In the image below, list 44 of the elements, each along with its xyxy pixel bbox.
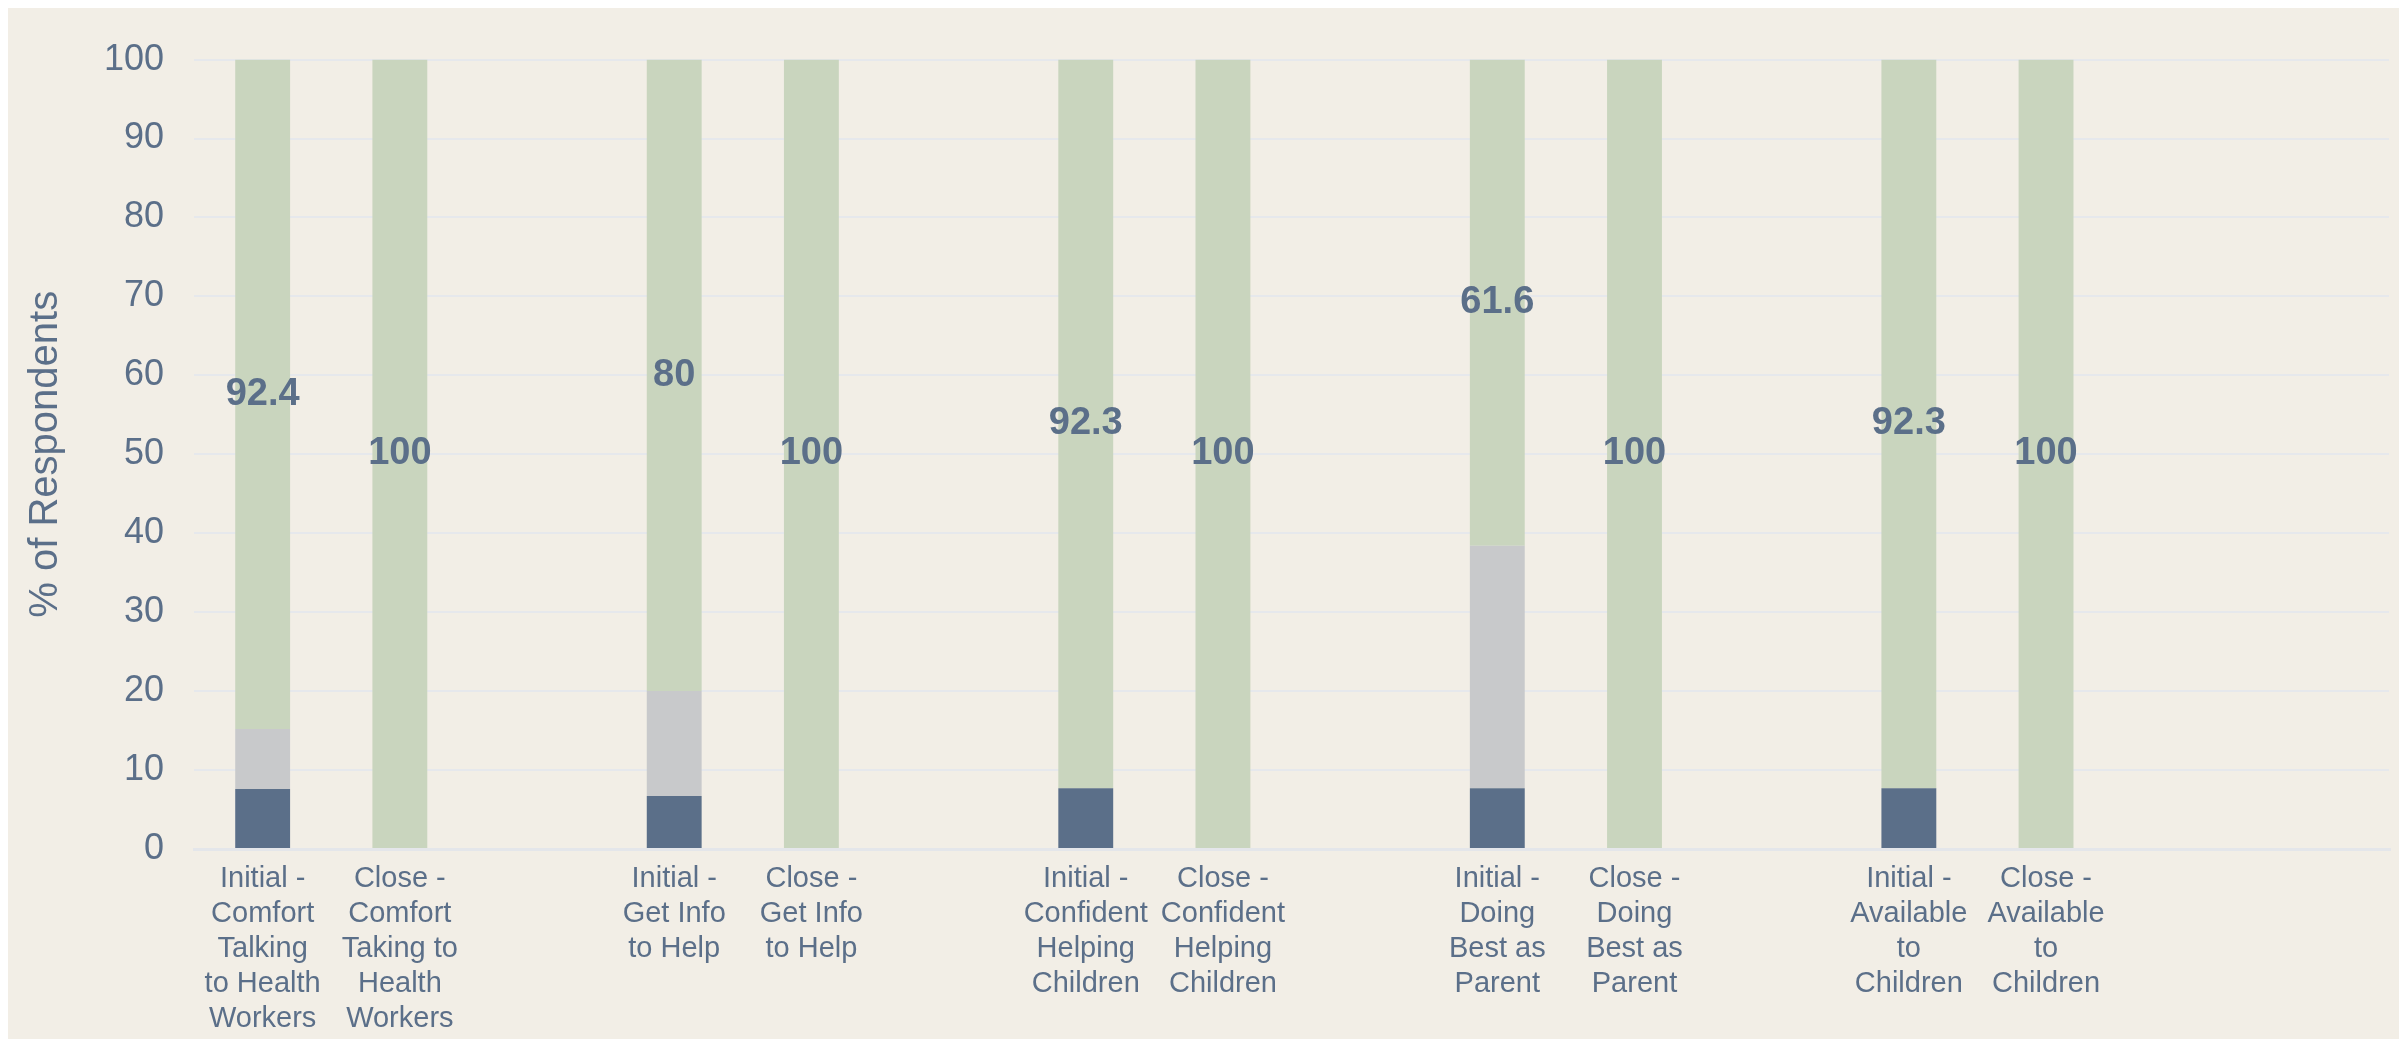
y-tick-label: 40 (124, 510, 165, 552)
bar (646, 796, 702, 848)
x-tick-label: Close - Doing Best as Parent (1586, 861, 1683, 998)
annotation: 92.4 (225, 370, 300, 413)
bar (646, 59, 702, 692)
y-tick-label: 60 (124, 352, 165, 394)
y-tick-label: 80 (124, 194, 165, 236)
x-tick-label: Initial - Comfort Talking to Health Workers (204, 861, 321, 1033)
bar (235, 729, 291, 790)
bar (1469, 788, 1525, 848)
bar (372, 59, 428, 848)
bar (1058, 788, 1114, 848)
y-tick-label: 30 (124, 589, 165, 631)
data-label: 100 (779, 430, 844, 473)
x-tick-label: Close - Available to Children (1987, 861, 2105, 998)
bar (235, 789, 291, 848)
data-label: 92.3 (1048, 400, 1123, 443)
x-tick-label: Initial - Doing Best as Parent (1448, 861, 1546, 998)
bar (2018, 59, 2074, 848)
y-tick-label: 70 (124, 273, 165, 315)
y-tick-label: 10 (124, 746, 165, 788)
y-tick-label: 100 (103, 36, 165, 78)
data-label: 100 (1191, 430, 1255, 473)
bar (646, 691, 702, 797)
x-tick-label: Close - Get Info to Help (759, 861, 863, 963)
x-tick-label: Initial - Available to Children (1850, 861, 1968, 998)
bar (1881, 788, 1937, 848)
y-tick-label: 90 (124, 115, 165, 157)
bar (1195, 59, 1251, 848)
data-label: 100 (1602, 430, 1667, 473)
y-tick-label: 20 (124, 668, 165, 710)
x-tick-label: Close - Comfort Taking to Health Workers (341, 861, 458, 1033)
data-label: 61.6 (1460, 279, 1535, 322)
data-label: 92.3 (1871, 400, 1946, 443)
y-tick-label: 0 (144, 825, 165, 867)
bar (1469, 545, 1525, 789)
y-tick-label: 50 (124, 431, 165, 473)
x-tick-label: Initial - Get Info to Help (622, 861, 726, 963)
x-tick-label: Close - Confident Helping Children (1160, 861, 1286, 998)
x-tick-label: Initial - Confident Helping Children (1023, 861, 1148, 998)
data-label: 100 (2014, 430, 2078, 473)
y-axis-title: % of Respondents (21, 290, 66, 618)
data-label: 80 (653, 351, 696, 394)
data-label: 100 (368, 430, 432, 473)
